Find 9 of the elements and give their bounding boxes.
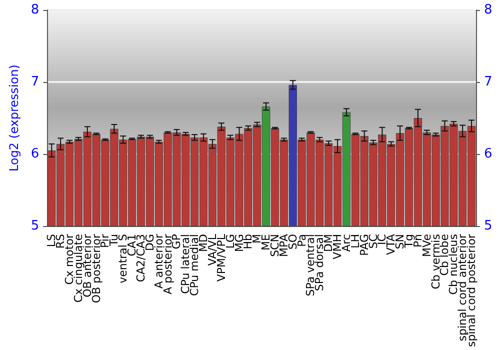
y2-tick-label: 6	[484, 146, 492, 162]
y2-tick-label: 8	[484, 2, 492, 18]
y-tick-label: 6	[30, 146, 40, 162]
y-tick-label: 5	[30, 218, 40, 234]
y2-tick-label: 7	[484, 74, 492, 90]
y-tick-label: 7	[30, 74, 40, 90]
y-axis-title: Log2 (expression)	[7, 64, 21, 172]
y-tick-label: 8	[30, 2, 40, 18]
y2-tick-label: 5	[484, 218, 492, 234]
